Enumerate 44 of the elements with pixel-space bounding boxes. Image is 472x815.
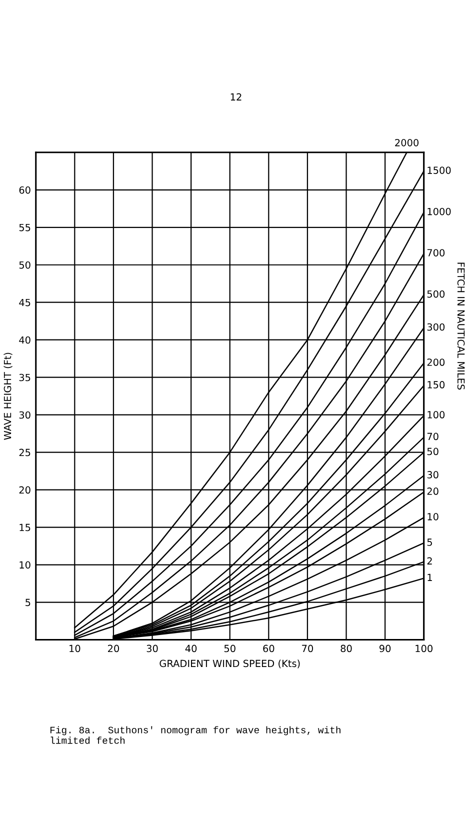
series-label: 2000 [395,139,419,146]
series-label: 5 [427,538,432,546]
y-tick-label: 5 [26,598,30,606]
series-label: 200 [427,358,445,366]
y-tick-label: 20 [19,486,30,494]
y-axis-title: WAVE HEIGHT (Ft) [4,352,12,440]
y-tick-label: 35 [19,374,30,382]
y-tick-label: 15 [20,524,30,532]
y-tick-label: 45 [19,298,30,306]
series-label: 50 [427,448,438,456]
series-label: 1 [428,574,432,581]
series-label: 2 [427,557,432,564]
y2-axis-title: FETCH IN NAUTICAL MILES [457,262,465,390]
series-label: 1500 [428,166,451,174]
x-tick-label: 100 [416,644,432,652]
series-label: 10 [428,513,438,520]
y-tick-label: 55 [19,224,30,232]
series-label: 500 [427,290,445,298]
x-tick-label: 10 [70,644,80,652]
y-tick-label: 25 [19,448,30,456]
series-label: 70 [427,432,438,440]
series-label: 30 [427,471,438,478]
series-label: 1000 [428,208,451,216]
x-axis-title: GRADIENT WIND SPEED (Kts) [160,660,300,668]
x-tick-label: 50 [224,644,236,652]
x-tick-label: 30 [146,644,158,652]
x-tick-label: 60 [263,644,274,652]
y-tick-label: 10 [20,561,30,569]
series-label: 300 [427,323,445,331]
x-tick-label: 40 [185,644,197,652]
caption: Fig. 8a. Suthons' nomogram for wave heights, with limited fetch [50,726,340,744]
y-tick-label: 50 [19,261,30,269]
x-tick-label: 20 [108,644,120,652]
y-tick-label: 40 [19,336,30,344]
series-label: 20 [427,488,438,495]
y-tick-label: 60 [19,186,30,194]
series-label: 150 [428,381,445,388]
x-tick-label: 80 [340,644,352,652]
text: 12 [230,93,242,100]
y-tick-label: 30 [19,411,30,419]
series-label: 100 [428,411,445,418]
x-tick-label: 90 [379,644,391,652]
x-tick-label: 70 [302,644,313,652]
series-label: 700 [427,249,445,256]
